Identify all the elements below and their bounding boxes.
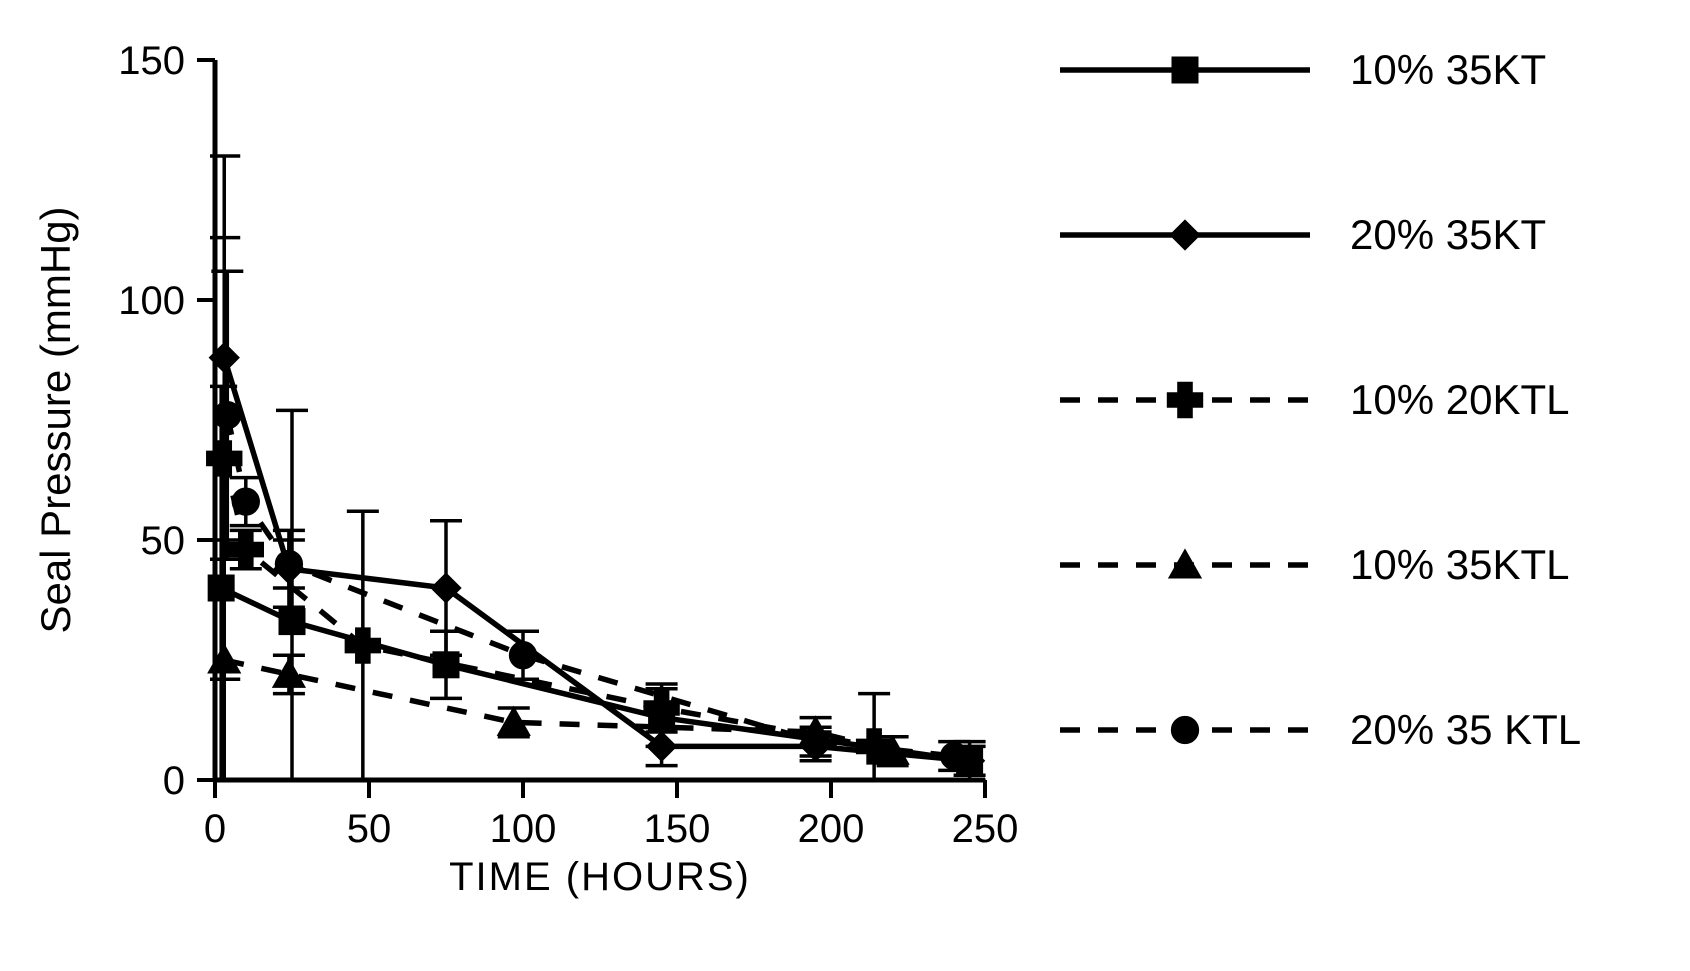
marker-circle <box>509 642 536 669</box>
legend-label: 20% 35KT <box>1350 211 1546 258</box>
y-tick-label: 50 <box>141 519 186 563</box>
x-tick-label: 150 <box>644 807 711 851</box>
marker-circle <box>1171 716 1198 743</box>
y-tick-label: 0 <box>163 759 185 803</box>
x-tick-label: 250 <box>952 807 1019 851</box>
x-tick-label: 200 <box>798 807 865 851</box>
y-tick-label: 100 <box>118 279 185 323</box>
x-tick-label: 100 <box>490 807 557 851</box>
legend-label: 10% 20KTL <box>1350 376 1569 423</box>
legend-label: 10% 35KTL <box>1350 541 1569 588</box>
y-tick-label: 150 <box>118 39 185 83</box>
y-axis-label: Seal Pressure (mmHg) <box>32 206 79 633</box>
marker-circle <box>275 550 302 577</box>
x-axis-label: TIME (HOURS) <box>449 855 751 899</box>
marker-circle <box>232 488 259 515</box>
chart-svg: 050100150200250050100150TIME (HOURS)Seal… <box>0 0 1690 971</box>
x-tick-label: 50 <box>347 807 392 851</box>
legend-label: 10% 35KT <box>1350 46 1546 93</box>
marker-circle <box>214 402 241 429</box>
legend-label: 20% 35 KTL <box>1350 706 1581 753</box>
marker-square <box>208 575 234 601</box>
x-tick-label: 0 <box>204 807 226 851</box>
marker-circle <box>802 728 829 755</box>
marker-square <box>1172 57 1198 83</box>
marker-circle <box>941 742 968 769</box>
marker-square <box>279 609 305 635</box>
marker-square <box>433 652 459 678</box>
